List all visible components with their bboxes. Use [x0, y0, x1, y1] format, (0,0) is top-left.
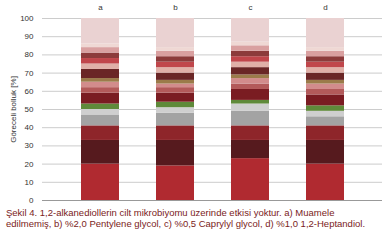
html-text:Şekil 4. 1,2-alkanediollerin c: Şekil 4. 1,2-alkanediollerin cilt mikrob…: [6, 207, 366, 229]
svg-text:90: 90: [25, 32, 34, 41]
svg-text:a: a: [98, 3, 103, 12]
svg-text:10: 10: [25, 178, 34, 187]
svg-text:d: d: [323, 3, 327, 12]
svg-text:100: 100: [20, 14, 34, 23]
svg-text:c: c: [249, 3, 253, 12]
svg-text:70: 70: [25, 69, 34, 78]
svg-text:80: 80: [25, 50, 34, 59]
svg-text:40: 40: [25, 123, 34, 132]
svg-text:50: 50: [25, 105, 34, 114]
svg-text:b: b: [173, 3, 178, 12]
svg-text:20: 20: [25, 160, 34, 169]
svg-text:30: 30: [25, 141, 34, 150]
svg-text:0: 0: [29, 196, 34, 205]
svg-text:Göreceli bolluk [%]: Göreceli bolluk [%]: [9, 76, 18, 143]
svg-text:60: 60: [25, 87, 34, 96]
